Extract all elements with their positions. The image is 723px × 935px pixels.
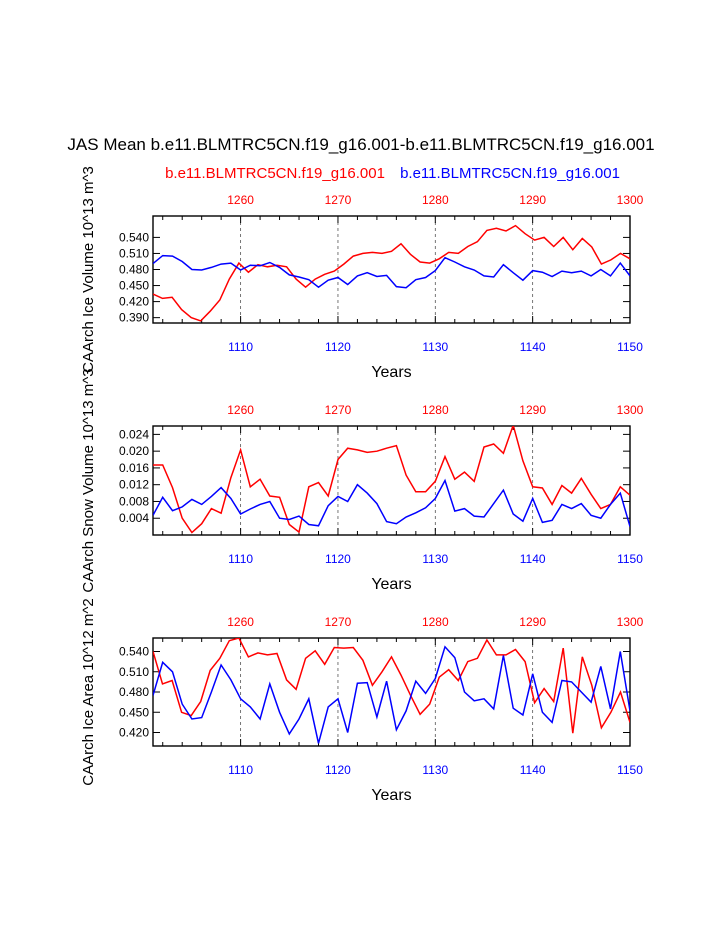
x-axis-title: Years	[371, 576, 411, 593]
top-axis-label: 1260	[227, 403, 254, 417]
series-line-blue	[153, 645, 630, 744]
y-axis-title: CAArch Ice Volume 10^13 m^3	[80, 166, 97, 373]
x-axis-title: Years	[371, 364, 411, 381]
top-axis-label: 1260	[227, 193, 254, 207]
bottom-axis-label: 1140	[520, 340, 546, 354]
top-axis-label: 1280	[422, 193, 449, 207]
y-tick-label: 0.008	[119, 494, 149, 508]
bottom-axis-label: 1120	[325, 340, 351, 354]
series-line-blue	[153, 478, 630, 527]
top-axis-label: 1300	[617, 193, 644, 207]
top-axis-label: 1270	[325, 193, 352, 207]
y-tick-label: 0.540	[119, 645, 149, 659]
y-tick-label: 0.450	[119, 705, 149, 719]
y-tick-label: 0.004	[119, 511, 149, 525]
y-tick-label: 0.420	[119, 295, 149, 309]
y-tick-label: 0.420	[119, 726, 149, 740]
bottom-axis-label: 1120	[325, 763, 351, 777]
bottom-axis-label: 1130	[422, 552, 448, 566]
legend-right-case: b.e11.BLMTRC5CN.f19_g16.001	[400, 165, 620, 182]
y-tick-label: 0.024	[119, 427, 149, 441]
y-tick-label: 0.510	[119, 665, 149, 679]
series-line-red	[153, 224, 630, 322]
bottom-axis-label: 1140	[520, 763, 546, 777]
bottom-axis-label: 1130	[422, 763, 448, 777]
bottom-axis-label: 1150	[617, 552, 643, 566]
bottom-axis-label: 1110	[228, 763, 253, 777]
plot-frame	[152, 425, 631, 536]
top-axis-label: 1290	[519, 193, 546, 207]
panel-snow-volume: 1110 1120 1130 1140 1150 1260 1270 1280 1290 1300…	[80, 368, 644, 593]
y-tick-label: 0.390	[119, 311, 149, 325]
panel-ice-volume: 1110 1120 1130 1140 1150 1260 1270 1280 1290 1300…	[80, 166, 644, 381]
y-tick-label: 0.450	[119, 279, 149, 293]
y-tick-label: 0.480	[119, 685, 149, 699]
bottom-axis-label: 1110	[228, 340, 253, 354]
series-line-red	[153, 426, 630, 534]
top-axis-label: 1290	[519, 403, 546, 417]
bottom-axis-label: 1150	[617, 763, 643, 777]
y-tick-label: 0.480	[119, 263, 149, 277]
series-line-blue	[153, 254, 630, 289]
top-axis-label: 1290	[519, 615, 546, 629]
bottom-axis-label: 1140	[520, 552, 546, 566]
y-tick-label: 0.012	[119, 478, 149, 492]
plot-frame	[152, 215, 631, 324]
figure-title: JAS Mean b.e11.BLMTRC5CN.f19_g16.001-b.e…	[67, 135, 654, 154]
top-axis-label: 1280	[422, 615, 449, 629]
top-axis-label: 1300	[617, 615, 644, 629]
top-axis-label: 1280	[422, 403, 449, 417]
bottom-axis-label: 1120	[325, 552, 351, 566]
bottom-axis-label: 1150	[617, 340, 643, 354]
y-tick-label: 0.510	[119, 246, 149, 260]
bottom-axis-label: 1110	[228, 552, 253, 566]
series-line-red	[153, 638, 630, 734]
panel-ice-area: 1110 1120 1130 1140 1150 1260 1270 1280 1290 1300…	[80, 598, 644, 804]
y-axis-title: CAArch Ice Area 10^12 m^2	[80, 598, 97, 786]
top-axis-label: 1300	[617, 403, 644, 417]
x-axis-title: Years	[371, 787, 411, 804]
y-axis-title: CAArch Snow Volume 10^13 m^3	[80, 368, 97, 592]
legend-left-case: b.e11.BLMTRC5CN.f19_g16.001	[165, 165, 385, 182]
top-axis-label: 1260	[227, 615, 254, 629]
top-axis-label: 1270	[325, 403, 352, 417]
y-tick-label: 0.016	[119, 461, 149, 475]
bottom-axis-label: 1130	[422, 340, 448, 354]
top-axis-label: 1270	[325, 615, 352, 629]
y-tick-label: 0.540	[119, 230, 149, 244]
y-tick-label: 0.020	[119, 444, 149, 458]
